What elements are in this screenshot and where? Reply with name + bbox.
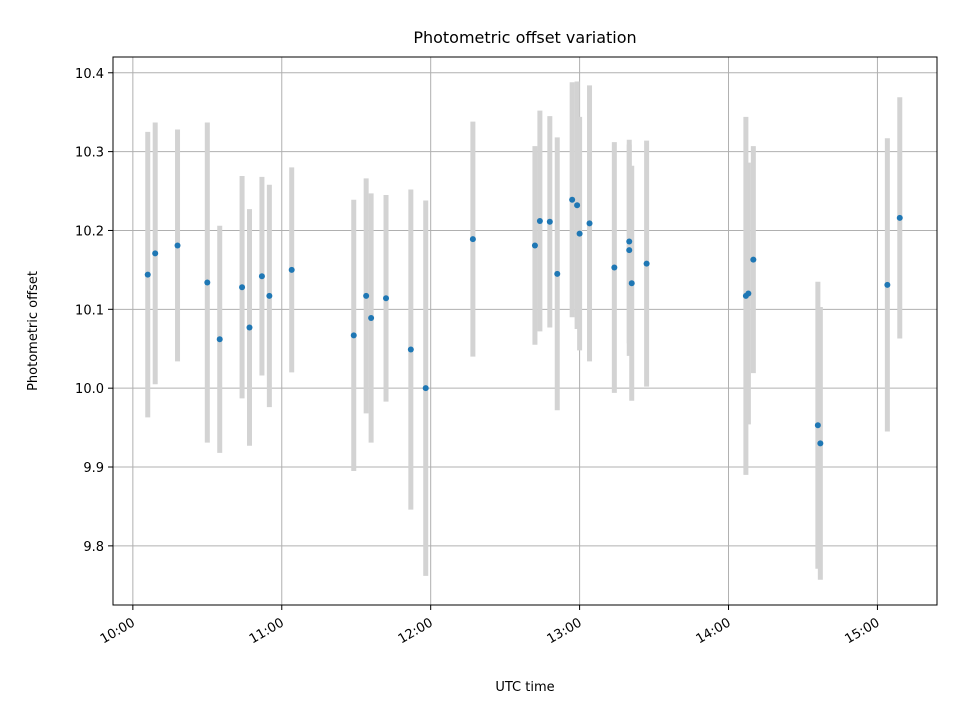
data-point: [896, 214, 903, 221]
data-point: [422, 385, 429, 392]
y-tick-label: 10.3: [75, 146, 104, 161]
data-point: [626, 247, 633, 254]
y-tick-label: 10.2: [75, 224, 104, 239]
data-point: [246, 324, 253, 331]
data-point: [368, 314, 375, 321]
data-points: [144, 196, 903, 447]
data-point: [239, 284, 246, 291]
data-point: [407, 346, 414, 353]
y-tick-label: 9.9: [83, 461, 104, 476]
plot-area: [113, 57, 937, 605]
data-point: [628, 280, 635, 287]
data-point: [266, 292, 273, 299]
y-tick-label: 10.1: [75, 303, 104, 318]
data-point: [363, 292, 370, 299]
data-point: [611, 264, 618, 271]
data-point: [258, 273, 265, 280]
data-point: [546, 218, 553, 225]
y-tick-label: 10.0: [75, 382, 104, 397]
data-point: [814, 422, 821, 429]
data-point: [531, 242, 538, 249]
data-point: [144, 271, 151, 278]
data-point: [576, 230, 583, 237]
data-point: [174, 242, 181, 249]
data-point: [745, 290, 752, 297]
data-point: [586, 220, 593, 227]
y-tick-label: 9.8: [83, 540, 104, 555]
chart-title: Photometric offset variation: [413, 28, 636, 47]
data-point: [750, 256, 757, 263]
data-point: [884, 281, 891, 288]
y-axis: 9.8 9.9 10.0 10.1 10.2 10.3 10.4: [75, 67, 113, 555]
data-point: [643, 260, 650, 267]
data-point: [216, 336, 223, 343]
data-point: [626, 238, 633, 245]
x-axis-label: UTC time: [495, 680, 554, 695]
y-tick-label: 10.4: [75, 67, 104, 82]
data-point: [350, 332, 357, 339]
y-axis-label: Photometric offset: [26, 271, 41, 391]
data-point: [152, 250, 159, 257]
data-point: [288, 266, 295, 273]
data-point: [569, 196, 576, 203]
data-point: [554, 270, 561, 277]
data-point: [536, 218, 543, 225]
data-point: [574, 202, 581, 209]
data-point: [204, 279, 211, 286]
data-point: [469, 236, 476, 243]
data-point: [817, 440, 824, 447]
plot-frame: [112, 56, 938, 606]
data-point: [383, 295, 390, 302]
